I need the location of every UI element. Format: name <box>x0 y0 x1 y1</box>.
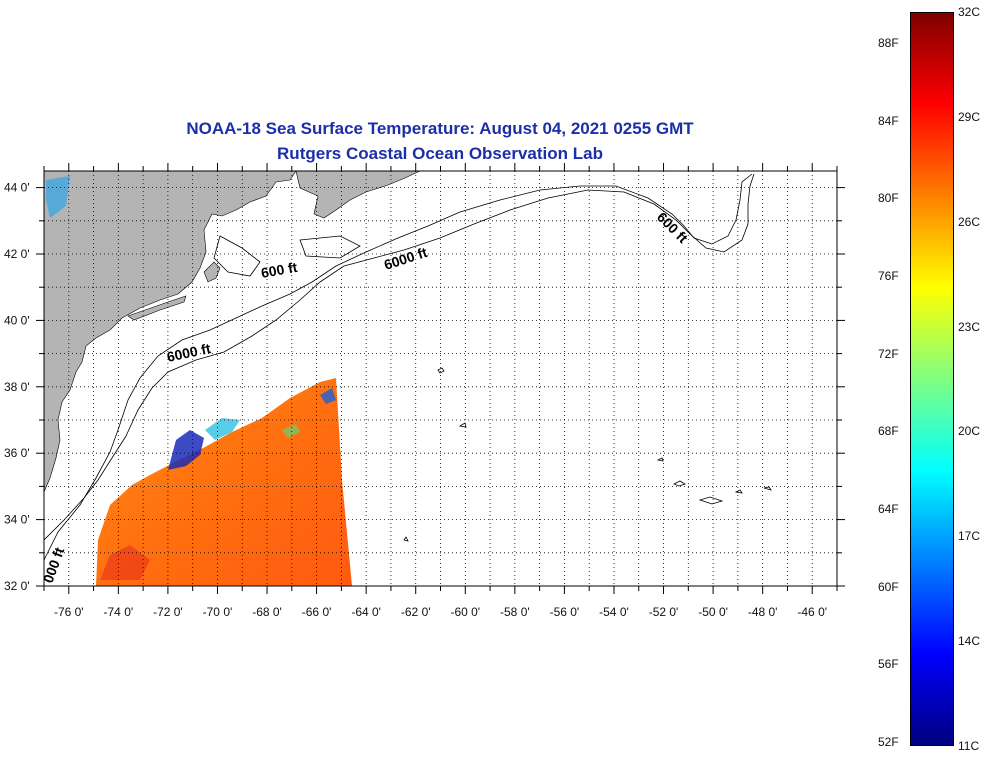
temperature-colorbar <box>910 12 954 746</box>
colorbar-celsius-label: 26C <box>958 214 981 229</box>
colorbar-fahrenheit-label: 60F <box>878 579 899 594</box>
map-title: NOAA-18 Sea Surface Temperature: August … <box>186 119 694 138</box>
latitude-label: 34 0' <box>4 513 30 527</box>
longitude-label: -64 0' <box>351 605 381 619</box>
latitude-label: 36 0' <box>4 446 30 460</box>
colorbar-celsius-label: 23C <box>958 319 981 334</box>
sst-cool-patch-2 <box>205 418 240 440</box>
map-subtitle: Rutgers Coastal Ocean Observation Lab <box>277 144 603 163</box>
latitude-label: 40 0' <box>4 313 30 327</box>
longitude-label: -50 0' <box>698 605 728 619</box>
longitude-label: -52 0' <box>649 605 679 619</box>
colorbar-celsius-label: 29C <box>958 109 981 124</box>
longitude-label: -62 0' <box>401 605 431 619</box>
longitude-label: -46 0' <box>797 605 827 619</box>
colorbar-fahrenheit-label: 68F <box>878 424 899 439</box>
georges-bank-contour <box>299 235 361 259</box>
latitude-label: 38 0' <box>4 380 30 394</box>
seamount <box>763 486 772 491</box>
seamount <box>673 480 686 487</box>
longitude-label: -56 0' <box>550 605 580 619</box>
longitude-label: -48 0' <box>748 605 778 619</box>
latitude-label: 32 0' <box>4 579 30 593</box>
seamount <box>403 536 409 542</box>
seamount <box>437 367 445 374</box>
contour-600ft <box>44 173 753 561</box>
colorbar-celsius-label: 11C <box>958 739 980 753</box>
long-island <box>127 295 187 321</box>
sst-patch-4 <box>320 388 336 404</box>
colorbar-fahrenheit-label: 72F <box>878 346 899 361</box>
longitude-label: -66 0' <box>302 605 332 619</box>
map-ticks <box>36 163 845 594</box>
seamounts <box>403 367 772 542</box>
colorbar-fahrenheit-label: 56F <box>878 657 899 672</box>
colorbar-fahrenheit-label: 64F <box>878 502 899 517</box>
sst-patch-3 <box>282 424 300 438</box>
sst-patch-5 <box>46 176 70 218</box>
sst-warm-patch <box>100 545 150 580</box>
longitude-label: -70 0' <box>203 605 233 619</box>
cape-cod <box>203 261 221 283</box>
longitude-label: -60 0' <box>450 605 480 619</box>
colorbar-fahrenheit-label: 84F <box>878 113 899 128</box>
colorbar-fahrenheit-label: 80F <box>878 191 899 206</box>
longitude-label: -74 0' <box>104 605 134 619</box>
longitude-label: -68 0' <box>252 605 282 619</box>
colorbar-fahrenheit-label: 76F <box>878 269 899 284</box>
latitude-label: 42 0' <box>4 247 30 261</box>
sst-cool-patch <box>168 430 204 470</box>
colorbar-fahrenheit-label: 88F <box>878 36 899 51</box>
colorbar-celsius-label: 20C <box>958 424 981 439</box>
seamount <box>698 496 724 505</box>
colorbar-celsius-label: 14C <box>958 634 981 649</box>
colorbar-fahrenheit-label: 52F <box>878 735 899 750</box>
map-frame <box>43 170 838 587</box>
seamount <box>458 422 467 428</box>
seamount <box>656 457 664 462</box>
longitude-label: -54 0' <box>599 605 629 619</box>
contour-label: 600 ft <box>260 259 299 281</box>
nova-scotia <box>295 171 421 219</box>
longitude-label: -72 0' <box>153 605 183 619</box>
longitude-label: -58 0' <box>500 605 530 619</box>
land-mass <box>44 171 297 493</box>
colorbar-celsius-label: 17C <box>958 529 981 544</box>
latitude-label: 44 0' <box>4 181 30 195</box>
longitude-label: -76 0' <box>54 605 84 619</box>
colorbar-celsius-label: 32C <box>958 5 981 19</box>
